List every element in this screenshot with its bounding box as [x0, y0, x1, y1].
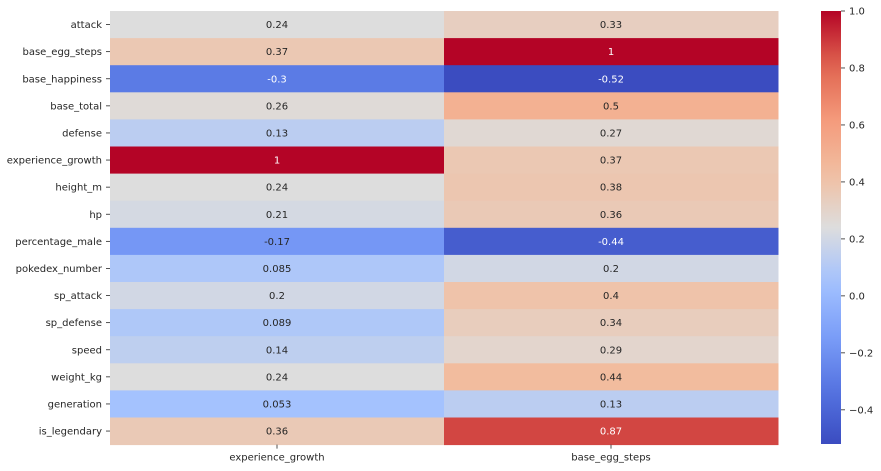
y-tick-label: sp_attack: [54, 291, 102, 302]
colorbar-tick-label: 1.0: [849, 7, 865, 18]
heatmap-cell: [110, 417, 445, 446]
cell-value-label: -0.44: [598, 237, 624, 248]
heatmap-cell: [110, 173, 445, 202]
cell-value-label: 0.053: [263, 399, 292, 410]
cell-value-label: -0.52: [598, 74, 624, 85]
heatmap-cell: [444, 227, 779, 256]
heatmap-cell: [110, 254, 445, 283]
x-axis-tick-labels: experience_growth base_egg_steps: [229, 444, 651, 464]
y-tick-label: weight_kg: [51, 372, 102, 383]
cell-value-label: 0.38: [600, 183, 622, 194]
y-tick-label: height_m: [55, 183, 102, 194]
heatmap-cell: [444, 11, 779, 39]
heatmap-cell: [444, 417, 779, 446]
cell-value-label: 0.29: [600, 345, 622, 356]
colorbar-tick-label: 0.0: [849, 291, 865, 302]
heatmap-cell: [444, 92, 779, 120]
y-tick-label: base_happiness: [22, 74, 102, 85]
colorbar-tick-label: 0.2: [849, 234, 865, 245]
cell-value-label: 0.37: [600, 156, 622, 167]
cell-value-label: 0.37: [266, 47, 288, 58]
heatmap-cell: [444, 146, 779, 175]
heatmap-cell: [444, 363, 779, 391]
heatmap-cell: [110, 65, 445, 93]
heatmap-cell: [110, 11, 445, 39]
cell-value-label: 0.2: [269, 291, 285, 302]
cell-value-label: 0.085: [263, 264, 292, 275]
colorbar-tick-label: 0.4: [849, 177, 865, 188]
colorbar-tick-label: −0.4: [849, 405, 873, 416]
heatmap-cell: [444, 282, 779, 310]
heatmap-cell: [444, 254, 779, 283]
cell-value-label: 0.24: [266, 183, 288, 194]
cell-value-label: 0.87: [600, 427, 622, 438]
heatmap-cell: [110, 92, 445, 120]
y-tick-label: pokedex_number: [16, 264, 103, 275]
y-tick-label: attack: [71, 20, 103, 31]
colorbar: −0.4 −0.2 0.0 0.2 0.4 0.6 0.8 1.0: [821, 7, 873, 444]
cell-value-label: 0.34: [600, 318, 622, 329]
y-tick-label: is_legendary: [39, 427, 102, 438]
colorbar-tick-label: 0.6: [849, 120, 865, 131]
cell-value-label: 0.13: [266, 128, 288, 139]
y-tick-label: experience_growth: [7, 156, 102, 167]
cell-value-label: -0.3: [267, 74, 287, 85]
heatmap-cell: [110, 390, 445, 418]
heatmap-cell: [444, 119, 779, 147]
cell-value-label: 0.26: [266, 101, 288, 112]
cell-value-label: 0.2: [603, 264, 619, 275]
cell-value-label: 0.21: [266, 210, 288, 221]
y-tick-label: hp: [89, 210, 102, 221]
y-axis-tick-labels: attack base_egg_steps base_happiness base_t…: [7, 20, 110, 438]
y-tick-label: speed: [72, 345, 102, 356]
heatmap-cell: [110, 309, 445, 337]
cell-value-label: 0.089: [263, 318, 292, 329]
heatmap-cell: [444, 65, 779, 93]
x-tick-label: experience_growth: [229, 453, 324, 464]
x-tick-label: base_egg_steps: [571, 453, 651, 464]
colorbar-tick-label: −0.2: [849, 348, 873, 359]
cell-value-label: 0.24: [266, 20, 288, 31]
y-tick-label: sp_defense: [46, 318, 102, 329]
cell-value-label: 0.27: [600, 128, 622, 139]
cell-value-label: 0.44: [600, 372, 622, 383]
cell-value-label: 0.36: [266, 427, 288, 438]
y-tick-label: percentage_male: [15, 237, 102, 248]
y-tick-label: generation: [48, 399, 102, 410]
cell-value-label: 1: [274, 156, 280, 167]
heatmap-cell: [444, 173, 779, 202]
colorbar-tick-label: 0.8: [849, 63, 865, 74]
heatmap-cell: [444, 200, 779, 229]
heatmap-cell: [110, 38, 445, 66]
cell-value-label: 0.5: [603, 101, 619, 112]
cell-value-label: 0.4: [603, 291, 619, 302]
heatmap-cell: [110, 363, 445, 391]
y-tick-label: base_total: [50, 101, 102, 112]
y-tick-label: defense: [62, 128, 102, 139]
heatmap-plot-area: 0.24 0.33 0.37 1 -0.3 -0.52 0.26 0.5 0.13 0.27 1 0.…: [110, 11, 779, 446]
heatmap-cell: [110, 282, 445, 310]
y-tick-label: base_egg_steps: [22, 47, 102, 58]
cell-value-label: 0.36: [600, 210, 622, 221]
cell-value-label: 0.14: [266, 345, 288, 356]
heatmap-cell: [110, 200, 445, 229]
colorbar-gradient: [821, 11, 841, 444]
heatmap-cell: [444, 38, 779, 66]
heatmap-cell: [444, 309, 779, 337]
heatmap-cell: [444, 336, 779, 364]
cell-value-label: 0.33: [600, 20, 622, 31]
cell-value-label: 1: [608, 47, 614, 58]
heatmap-cell: [444, 390, 779, 418]
heatmap-cell: [110, 119, 445, 147]
cell-value-label: 0.13: [600, 399, 622, 410]
heatmap-cell: [110, 146, 445, 175]
heatmap-cell: [110, 227, 445, 256]
cell-value-label: 0.24: [266, 372, 288, 383]
cell-value-label: -0.17: [264, 237, 290, 248]
heatmap-cell: [110, 336, 445, 364]
